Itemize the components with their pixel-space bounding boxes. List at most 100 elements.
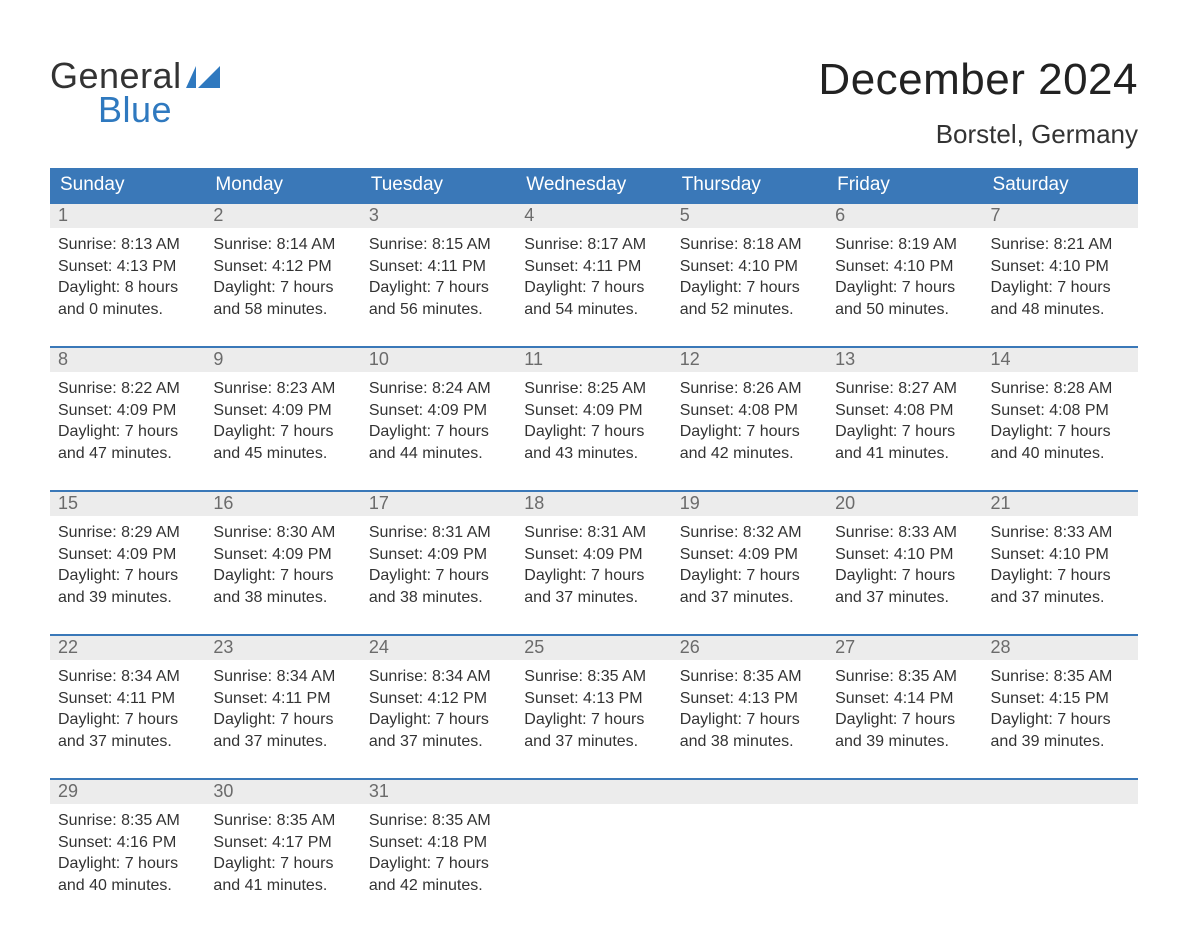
day-cell [516, 804, 671, 904]
daylight-line-2: and 42 minutes. [680, 443, 819, 465]
sunset-line: Sunset: 4:09 PM [58, 544, 197, 566]
sunrise-line: Sunrise: 8:34 AM [369, 666, 508, 688]
sunrise-line: Sunrise: 8:21 AM [991, 234, 1130, 256]
day-number: 25 [516, 636, 671, 660]
sunset-line: Sunset: 4:09 PM [369, 544, 508, 566]
top-row: General Blue December 2024 Borstel, Germ… [50, 55, 1138, 150]
sunset-line: Sunset: 4:18 PM [369, 832, 508, 854]
daylight-line-2: and 0 minutes. [58, 299, 197, 321]
day-cell: Sunrise: 8:23 AMSunset: 4:09 PMDaylight:… [205, 372, 360, 472]
sunrise-line: Sunrise: 8:18 AM [680, 234, 819, 256]
calendar-header-cell: Saturday [983, 168, 1138, 202]
day-body-row: Sunrise: 8:34 AMSunset: 4:11 PMDaylight:… [50, 660, 1138, 760]
calendar-header-cell: Monday [205, 168, 360, 202]
sunrise-line: Sunrise: 8:23 AM [213, 378, 352, 400]
day-cell [983, 804, 1138, 904]
day-number: 30 [205, 780, 360, 804]
daylight-line-1: Daylight: 7 hours [213, 853, 352, 875]
day-cell: Sunrise: 8:18 AMSunset: 4:10 PMDaylight:… [672, 228, 827, 328]
daylight-line-1: Daylight: 7 hours [58, 565, 197, 587]
sunrise-line: Sunrise: 8:22 AM [58, 378, 197, 400]
day-cell: Sunrise: 8:24 AMSunset: 4:09 PMDaylight:… [361, 372, 516, 472]
sunset-line: Sunset: 4:09 PM [369, 400, 508, 422]
sunset-line: Sunset: 4:08 PM [991, 400, 1130, 422]
daylight-line-1: Daylight: 7 hours [835, 277, 974, 299]
daylight-line-1: Daylight: 7 hours [213, 277, 352, 299]
day-body-row: Sunrise: 8:35 AMSunset: 4:16 PMDaylight:… [50, 804, 1138, 904]
daylight-line-2: and 52 minutes. [680, 299, 819, 321]
day-number-row: 293031 [50, 780, 1138, 804]
calendar-week: 293031Sunrise: 8:35 AMSunset: 4:16 PMDay… [50, 778, 1138, 904]
sunrise-line: Sunrise: 8:31 AM [369, 522, 508, 544]
sunset-line: Sunset: 4:09 PM [213, 400, 352, 422]
calendar-week: 15161718192021Sunrise: 8:29 AMSunset: 4:… [50, 490, 1138, 616]
day-number: 27 [827, 636, 982, 660]
daylight-line-1: Daylight: 7 hours [835, 709, 974, 731]
daylight-line-1: Daylight: 7 hours [991, 421, 1130, 443]
daylight-line-1: Daylight: 7 hours [524, 421, 663, 443]
calendar-header-cell: Tuesday [361, 168, 516, 202]
sunrise-line: Sunrise: 8:24 AM [369, 378, 508, 400]
sunset-line: Sunset: 4:13 PM [680, 688, 819, 710]
day-cell: Sunrise: 8:27 AMSunset: 4:08 PMDaylight:… [827, 372, 982, 472]
daylight-line-2: and 54 minutes. [524, 299, 663, 321]
calendar-week: 1234567Sunrise: 8:13 AMSunset: 4:13 PMDa… [50, 202, 1138, 328]
sunrise-line: Sunrise: 8:35 AM [835, 666, 974, 688]
day-cell: Sunrise: 8:22 AMSunset: 4:09 PMDaylight:… [50, 372, 205, 472]
day-number: 29 [50, 780, 205, 804]
sunset-line: Sunset: 4:09 PM [524, 544, 663, 566]
sunset-line: Sunset: 4:12 PM [213, 256, 352, 278]
daylight-line-2: and 45 minutes. [213, 443, 352, 465]
daylight-line-1: Daylight: 7 hours [524, 709, 663, 731]
day-number: 24 [361, 636, 516, 660]
day-body-row: Sunrise: 8:13 AMSunset: 4:13 PMDaylight:… [50, 228, 1138, 328]
day-number: 7 [983, 204, 1138, 228]
sunset-line: Sunset: 4:09 PM [524, 400, 663, 422]
daylight-line-2: and 43 minutes. [524, 443, 663, 465]
day-number: 4 [516, 204, 671, 228]
day-number-row: 15161718192021 [50, 492, 1138, 516]
sunrise-line: Sunrise: 8:19 AM [835, 234, 974, 256]
daylight-line-1: Daylight: 7 hours [524, 565, 663, 587]
day-number: 11 [516, 348, 671, 372]
day-cell: Sunrise: 8:33 AMSunset: 4:10 PMDaylight:… [827, 516, 982, 616]
day-cell: Sunrise: 8:33 AMSunset: 4:10 PMDaylight:… [983, 516, 1138, 616]
day-number: 26 [672, 636, 827, 660]
day-body-row: Sunrise: 8:29 AMSunset: 4:09 PMDaylight:… [50, 516, 1138, 616]
daylight-line-2: and 37 minutes. [213, 731, 352, 753]
day-number: 22 [50, 636, 205, 660]
daylight-line-1: Daylight: 7 hours [58, 853, 197, 875]
day-cell: Sunrise: 8:32 AMSunset: 4:09 PMDaylight:… [672, 516, 827, 616]
sunrise-line: Sunrise: 8:33 AM [991, 522, 1130, 544]
day-number: 1 [50, 204, 205, 228]
day-cell: Sunrise: 8:34 AMSunset: 4:11 PMDaylight:… [205, 660, 360, 760]
daylight-line-1: Daylight: 7 hours [369, 853, 508, 875]
sunset-line: Sunset: 4:10 PM [991, 544, 1130, 566]
day-number: 19 [672, 492, 827, 516]
sunset-line: Sunset: 4:12 PM [369, 688, 508, 710]
sunrise-line: Sunrise: 8:17 AM [524, 234, 663, 256]
sunset-line: Sunset: 4:09 PM [680, 544, 819, 566]
daylight-line-1: Daylight: 7 hours [991, 565, 1130, 587]
day-number: 21 [983, 492, 1138, 516]
day-number [983, 780, 1138, 804]
day-number: 12 [672, 348, 827, 372]
sunset-line: Sunset: 4:15 PM [991, 688, 1130, 710]
sunset-line: Sunset: 4:17 PM [213, 832, 352, 854]
sunrise-line: Sunrise: 8:34 AM [213, 666, 352, 688]
daylight-line-2: and 39 minutes. [58, 587, 197, 609]
calendar-week: 22232425262728Sunrise: 8:34 AMSunset: 4:… [50, 634, 1138, 760]
day-cell: Sunrise: 8:26 AMSunset: 4:08 PMDaylight:… [672, 372, 827, 472]
day-cell: Sunrise: 8:15 AMSunset: 4:11 PMDaylight:… [361, 228, 516, 328]
day-cell: Sunrise: 8:34 AMSunset: 4:11 PMDaylight:… [50, 660, 205, 760]
daylight-line-2: and 47 minutes. [58, 443, 197, 465]
sunset-line: Sunset: 4:13 PM [524, 688, 663, 710]
sunset-line: Sunset: 4:10 PM [835, 544, 974, 566]
daylight-line-1: Daylight: 7 hours [213, 709, 352, 731]
daylight-line-2: and 56 minutes. [369, 299, 508, 321]
sunrise-line: Sunrise: 8:13 AM [58, 234, 197, 256]
sunrise-line: Sunrise: 8:35 AM [991, 666, 1130, 688]
daylight-line-1: Daylight: 7 hours [680, 565, 819, 587]
calendar-header-cell: Friday [827, 168, 982, 202]
calendar: SundayMondayTuesdayWednesdayThursdayFrid… [50, 168, 1138, 904]
